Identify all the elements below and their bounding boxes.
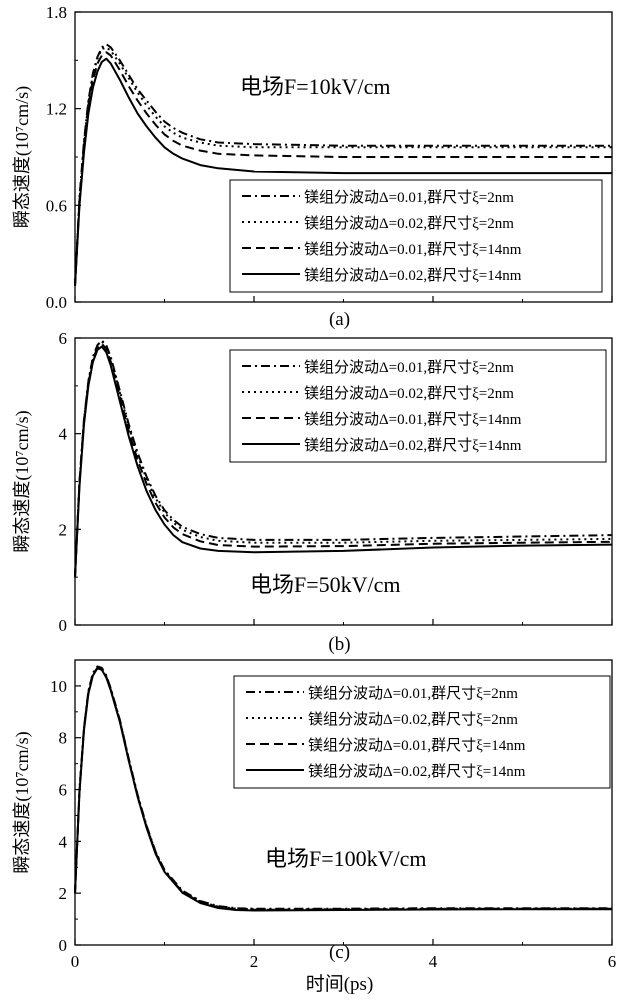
y-axis-label: 瞬态速度(10⁷cm/s) xyxy=(12,731,33,873)
y-tick-label: 4 xyxy=(59,832,68,851)
legend-entry: 镁组分波动Δ=0.02,群尺寸ξ=14nm xyxy=(304,267,522,284)
y-tick-label: 6 xyxy=(59,781,68,800)
series-line-2 xyxy=(74,46,612,286)
x-tick-label: 2 xyxy=(250,952,259,971)
y-tick-label: 8 xyxy=(59,729,68,748)
y-tick-label: 0.0 xyxy=(46,293,67,312)
x-axis-label: 时间(ps) xyxy=(306,973,374,995)
series-line-4 xyxy=(74,667,612,912)
legend-entry: 镁组分波动Δ=0.02,群尺寸ξ=2nm xyxy=(304,385,514,402)
series-line-1 xyxy=(74,43,612,286)
legend: 镁组分波动Δ=0.01,群尺寸ξ=2nm 镁组分波动Δ=0.02,群尺寸ξ=2nm… xyxy=(229,349,607,463)
panel-label: (c) xyxy=(329,942,350,963)
legend-entry: 镁组分波动Δ=0.02,群尺寸ξ=14nm xyxy=(304,437,522,454)
y-tick-label: 4 xyxy=(59,425,68,444)
y-tick-label: 1.2 xyxy=(46,100,67,119)
field-annotation: 电场F=10kV/cm xyxy=(240,74,391,99)
y-tick-label: 0 xyxy=(59,936,68,955)
legend-entry: 镁组分波动Δ=0.01,群尺寸ξ=2nm xyxy=(304,359,514,376)
y-tick-label: 2 xyxy=(59,520,68,539)
x-tick-label: 6 xyxy=(608,952,617,971)
legend-entry: 镁组分波动Δ=0.02,群尺寸ξ=2nm xyxy=(304,215,514,232)
field-annotation: 电场F=100kV/cm xyxy=(265,846,427,871)
y-tick-label: 10 xyxy=(50,677,67,696)
legend-entry: 镁组分波动Δ=0.01,群尺寸ξ=14nm xyxy=(304,411,522,428)
chart-panel-2: 0 2 4 6 镁组分波动Δ=0.01,群尺寸ξ=2nm 镁组分波动Δ=0.02,群尺寸ξ… xyxy=(12,329,613,655)
legend-entry: 镁组分波动Δ=0.02,群尺寸ξ=2nm xyxy=(308,711,518,728)
x-tick-label: 4 xyxy=(429,952,438,971)
y-axis-label: 瞬态速度(10⁷cm/s) xyxy=(12,410,33,552)
legend-entry: 镁组分波动Δ=0.02,群尺寸ξ=14nm xyxy=(308,763,526,780)
y-tick-label: 1.8 xyxy=(46,3,67,22)
series-line-4 xyxy=(74,345,613,578)
panel-label: (b) xyxy=(328,634,350,655)
legend-entry: 镁组分波动Δ=0.01,群尺寸ξ=14nm xyxy=(304,241,522,258)
y-tick-label: 2 xyxy=(59,884,68,903)
y-axis-label: 瞬态速度(10⁷cm/s) xyxy=(12,86,33,228)
legend-entry: 镁组分波动Δ=0.01,群尺寸ξ=2nm xyxy=(308,685,518,702)
y-tick-label: 0 xyxy=(59,616,68,635)
series-line-4 xyxy=(74,57,612,286)
y-tick-label: 6 xyxy=(59,329,68,348)
series-line-3 xyxy=(74,51,612,286)
legend: 镁组分波动Δ=0.01,群尺寸ξ=2nm 镁组分波动Δ=0.02,群尺寸ξ=2nm… xyxy=(233,675,611,789)
legend-entry: 镁组分波动Δ=0.01,群尺寸ξ=14nm xyxy=(308,737,526,754)
y-tick-label: 0.6 xyxy=(46,196,67,215)
panel-label: (a) xyxy=(329,309,350,330)
field-annotation: 电场F=50kV/cm xyxy=(250,572,401,597)
x-tick-label: 0 xyxy=(71,952,80,971)
chart-panel-1: 0.00.61.21.8镁组分波动Δ=0.01,群尺寸ξ=2nm镁组分波动Δ=0… xyxy=(12,3,613,330)
legend-entry: 镁组分波动Δ=0.01,群尺寸ξ=2nm xyxy=(304,189,514,206)
legend: 镁组分波动Δ=0.01,群尺寸ξ=2nm 镁组分波动Δ=0.02,群尺寸ξ=2nm… xyxy=(229,179,603,293)
